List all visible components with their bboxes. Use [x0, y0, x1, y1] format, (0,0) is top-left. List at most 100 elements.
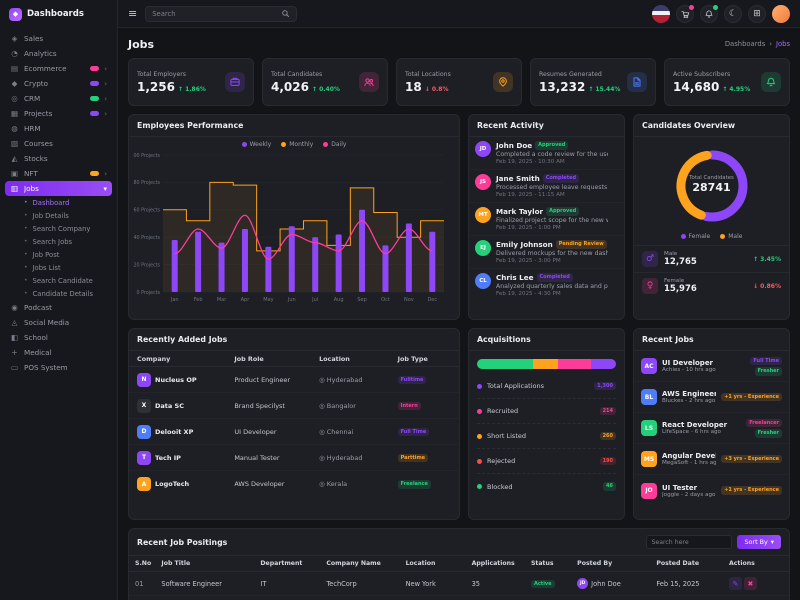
recent-job-item[interactable]: BL AWS Engineer Bluckes - 2 hrs ago +1 yr…	[634, 382, 789, 413]
svg-text:Jan: Jan	[170, 297, 179, 303]
bullet-icon: •	[24, 277, 28, 284]
card-title: Employees Performance	[129, 115, 459, 137]
legend-daily[interactable]: Daily	[323, 141, 346, 148]
stat-change: ↓ 0.8%	[424, 85, 449, 93]
sidebar-item-medical[interactable]: + Medical	[5, 345, 112, 360]
company-avatar: AC	[641, 358, 657, 374]
sidebar-item-crm[interactable]: ◎ CRM ›	[5, 91, 112, 106]
subitem-label: Dashboard	[32, 198, 70, 207]
pin-icon: ◎	[319, 453, 325, 462]
sidebar-subitem-candidate-details[interactable]: • Candidate Details	[5, 287, 112, 300]
sidebar-item-label: Courses	[24, 139, 53, 148]
table-row[interactable]: D Delooit XP UI Developer ◎ Chennai Full T…	[129, 419, 459, 445]
sidebar-item-social-media[interactable]: ◬ Social Media	[5, 315, 112, 330]
table-row[interactable]: N Nucleus OP Product Engineer ◎ Hyderabad …	[129, 367, 459, 393]
global-search[interactable]	[145, 5, 298, 22]
badge	[90, 111, 100, 116]
legend-weekly[interactable]: Weekly	[241, 141, 271, 148]
stat-card-total-candidates: Total Candidates 4,026 ↑ 0.40%	[262, 58, 388, 106]
sidebar-item-school[interactable]: ◧ School	[5, 330, 112, 345]
table-row[interactable]: T Tech IP Manual Tester ◎ Hyderabad Partti…	[129, 445, 459, 471]
sort-by-button[interactable]: Sort By ▾	[737, 535, 781, 549]
sidebar-subitem-jobs-list[interactable]: • Jobs List	[5, 261, 112, 274]
legend-monthly[interactable]: Monthly	[281, 141, 313, 148]
legend-female[interactable]: Female	[680, 233, 710, 240]
crypto-icon: ◆	[11, 79, 18, 88]
subitem-label: Search Company	[32, 224, 91, 233]
sidebar-item-courses[interactable]: ▧ Courses	[5, 136, 112, 151]
sidebar-item-jobs[interactable]: ▥ Jobs ▾	[5, 181, 112, 196]
company-avatar: BL	[641, 389, 657, 405]
sales-icon: ◈	[11, 34, 18, 43]
recent-job-item[interactable]: AC UI Developer Achies - 10 hrs ago Full …	[634, 351, 789, 382]
table-search-input[interactable]	[646, 535, 733, 549]
sidebar-item-hrm[interactable]: ◍ HRM	[5, 121, 112, 136]
badge	[90, 96, 100, 101]
brand[interactable]: ◆ Dashboards	[0, 0, 117, 28]
menu-toggle-icon[interactable]: ≡	[128, 7, 138, 20]
sidebar-subitem-search-candidate[interactable]: • Search Candidate	[5, 274, 112, 287]
language-flag-icon[interactable]	[652, 4, 670, 23]
sidebar-item-podcast[interactable]: ◉ Podcast	[5, 300, 112, 315]
sidebar-subitem-job-details[interactable]: • Job Details	[5, 209, 112, 222]
sidebar-item-crypto[interactable]: ◆ Crypto ›	[5, 76, 112, 91]
sidebar-item-nft[interactable]: ▣ NFT ›	[5, 166, 112, 181]
card-title: Acquisitions	[469, 329, 624, 351]
table-row[interactable]: A LogoTech AWS Developer ◎ Kerala Freelanc…	[129, 471, 459, 497]
search-input[interactable]	[152, 9, 278, 18]
user-avatar[interactable]	[772, 4, 790, 23]
sidebar-item-label: Stocks	[24, 154, 48, 163]
stat-value: 1,256	[137, 79, 175, 94]
activity-item: EJ Emily Johnson Pending Review Delivered…	[469, 236, 624, 269]
cart-icon[interactable]	[676, 4, 694, 23]
stat-value: 4,026	[271, 79, 309, 94]
bullet-icon: •	[24, 238, 28, 245]
sidebar-item-analytics[interactable]: ◔ Analytics	[5, 46, 112, 61]
status-badge: Approved	[535, 141, 569, 150]
jobs-icon: ▥	[10, 184, 19, 193]
activity-desc: Analyzed quarterly sales data and prepar…	[496, 283, 608, 290]
company-logo: A	[137, 477, 151, 491]
activity-name: Mark Taylor	[496, 207, 544, 216]
legend-male[interactable]: Male	[720, 233, 742, 240]
table-row[interactable]: X Data SC Brand Specilyst ◎ Bangalor Inter…	[129, 393, 459, 419]
users-icon	[359, 72, 379, 92]
stat-label: Male	[664, 251, 678, 257]
recent-job-item[interactable]: LS React Developer LifeSpace - 6 hrs ago …	[634, 413, 789, 444]
sidebar-item-sales[interactable]: ◈ Sales	[5, 31, 112, 46]
sidebar-item-pos-system[interactable]: ▭ POS System	[5, 360, 112, 375]
sidebar-item-projects[interactable]: ▦ Projects ›	[5, 106, 112, 121]
breadcrumb-root[interactable]: Dashboards	[724, 40, 766, 48]
avatar: JD	[475, 141, 491, 157]
topbar-actions: ☾ ⊞	[652, 4, 790, 23]
main: ≡ ☾ ⊞ Jobs	[118, 0, 800, 600]
female-icon: ♀	[642, 278, 658, 294]
svg-text:Dec: Dec	[427, 297, 437, 303]
delete-button[interactable]: ✖	[743, 577, 757, 590]
activity-item: JS Jane Smith Completed Processed employe…	[469, 170, 624, 203]
bell-icon[interactable]	[700, 4, 718, 23]
breadcrumb-current: Jobs	[775, 40, 790, 48]
sidebar-nav: ◈ Sales ◔ Analytics ▤ Ecommerce › ◆ Crypto › ◎…	[0, 28, 117, 600]
acquisition-row: Total Applications 1,300	[477, 374, 616, 399]
female-stat-row: ♀ Female 15,976 ↓ 0.86%	[634, 272, 789, 299]
recent-job-item[interactable]: JO UI Tester Joggle - 2 days ago +1 yrs -…	[634, 475, 789, 506]
svg-text:Nov: Nov	[404, 297, 414, 303]
edit-button[interactable]: ✎	[728, 577, 742, 590]
recent-job-item[interactable]: MS Angular DeveloperMegaSoft - 1 hrs ago…	[634, 444, 789, 475]
breadcrumb-separator: ›	[769, 40, 772, 48]
sidebar-subitem-search-company[interactable]: • Search Company	[5, 222, 112, 235]
sidebar-subitem-dashboard[interactable]: • Dashboard	[5, 196, 112, 209]
sidebar-subitem-search-jobs[interactable]: • Search Jobs	[5, 235, 112, 248]
acquisition-row: Rejected 190	[477, 449, 616, 474]
status-badge: Pending Review	[555, 240, 607, 249]
apps-grid-icon[interactable]: ⊞	[748, 4, 766, 23]
svg-text:60 Projects: 60 Projects	[133, 208, 160, 214]
row-charts: Employees Performance Weekly Monthly Dai…	[128, 114, 790, 320]
sidebar-item-ecommerce[interactable]: ▤ Ecommerce ›	[5, 61, 112, 76]
sidebar-item-stocks[interactable]: ◭ Stocks	[5, 151, 112, 166]
theme-moon-icon[interactable]: ☾	[724, 4, 742, 23]
sidebar-subitem-job-post[interactable]: • Job Post	[5, 248, 112, 261]
svg-text:May: May	[263, 297, 273, 303]
